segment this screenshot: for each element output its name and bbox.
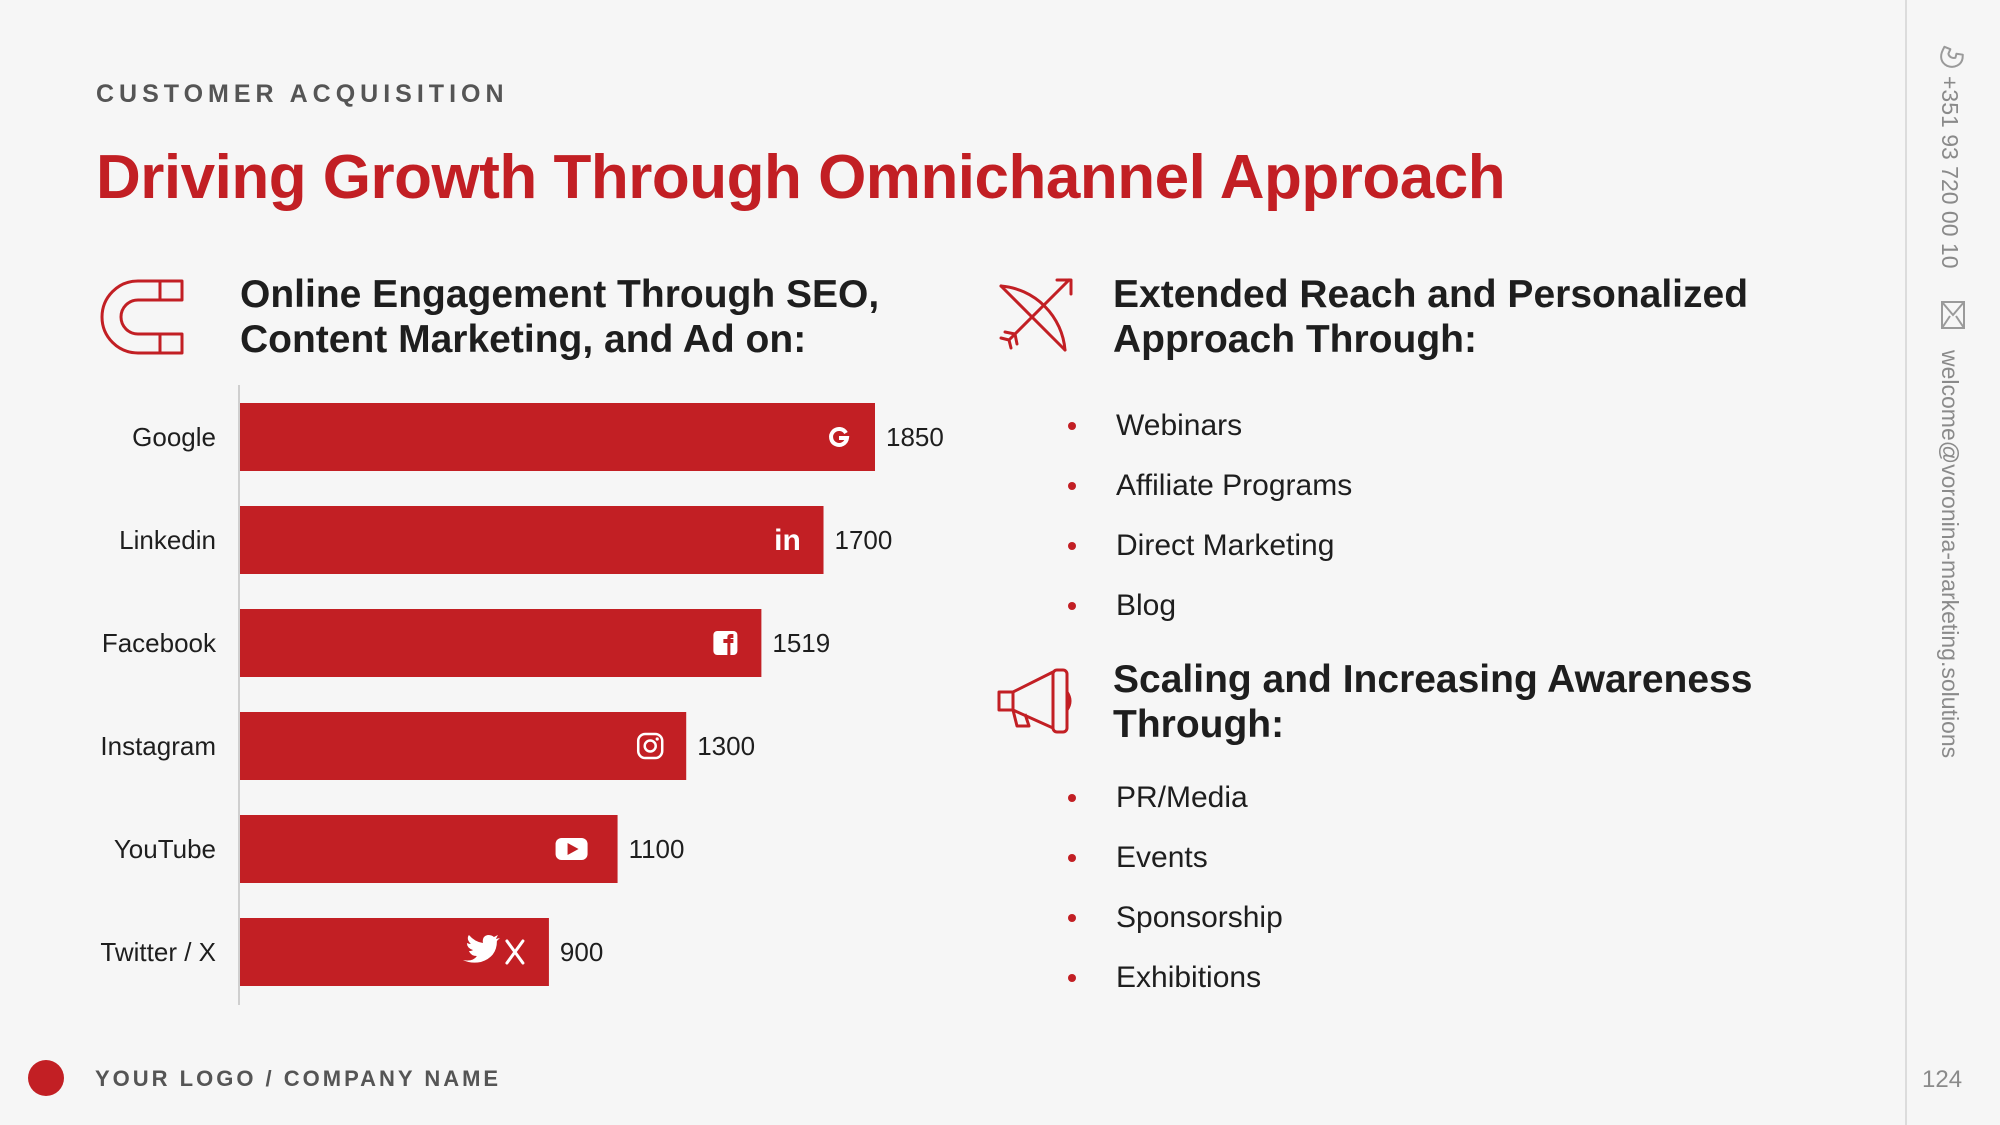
phone-number[interactable]: +351 93 720 00 10: [1937, 76, 1963, 269]
list-item-label: PR/Media: [1116, 781, 1248, 814]
list-item: Affiliate Programs: [1068, 466, 1352, 526]
list-item: Sponsorship: [1068, 898, 1283, 958]
chart-heading-line2: Content Marketing, and Ad on:: [240, 318, 807, 361]
list-item-label: Webinars: [1116, 409, 1243, 442]
chart-bar: [240, 918, 549, 986]
list-item-label: Blog: [1116, 589, 1177, 622]
bullet-dot: [1068, 974, 1076, 982]
eyebrow-label: CUSTOMER ACQUISITION: [96, 80, 509, 108]
magnet-icon: [100, 279, 184, 355]
value-label: 1519: [772, 628, 830, 658]
chart-bar: [240, 506, 824, 574]
email-address[interactable]: welcome@voronina-marketing.solutions: [1937, 350, 1963, 759]
value-label: 1850: [886, 422, 944, 452]
reach-heading: Extended Reach and Personalized Approach…: [1113, 272, 1748, 362]
bullet-dot: [1068, 914, 1076, 922]
chart-heading: Online Engagement Through SEO, Content M…: [240, 272, 879, 362]
list-item-label: Events: [1116, 841, 1208, 874]
svg-text:in: in: [774, 524, 801, 557]
facebook-icon: [713, 631, 738, 655]
category-label: Twitter / X: [100, 937, 216, 967]
phone-icon: [1940, 45, 1964, 68]
category-label: Instagram: [100, 731, 216, 761]
youtube-icon: [555, 838, 588, 860]
chart-bar: [240, 712, 687, 780]
awareness-list: PR/Media Events Sponsorship Exhibitions: [1068, 778, 1283, 1018]
bullet-dot: [1068, 854, 1076, 862]
category-label: Linkedin: [119, 525, 216, 555]
bar-chart: Google 1850 Linkedin 1700 in Facebook 1519 Inst…: [100, 385, 944, 1005]
list-item-label: Exhibitions: [1116, 961, 1262, 994]
chart-bar: [240, 609, 762, 677]
awareness-heading-line2: Through:: [1113, 703, 1285, 746]
page-number: 124: [1922, 1066, 1963, 1093]
value-label: 1300: [697, 731, 755, 761]
list-item: Exhibitions: [1068, 958, 1283, 1018]
category-label: YouTube: [114, 834, 216, 864]
list-item: Direct Marketing: [1068, 526, 1352, 586]
google-icon: [829, 427, 850, 447]
chart-bar: [240, 815, 618, 883]
list-item: Blog: [1068, 586, 1352, 646]
company-name: YOUR LOGO / COMPANY NAME: [95, 1066, 502, 1091]
awareness-heading: Scaling and Increasing Awareness Through…: [1113, 657, 1752, 747]
sidebar-divider: [1905, 0, 1907, 1125]
logo-mark: [28, 1060, 64, 1096]
chart-heading-line1: Online Engagement Through SEO,: [240, 273, 880, 316]
bullet-dot: [1068, 422, 1076, 430]
list-item: Webinars: [1068, 406, 1352, 466]
category-label: Facebook: [102, 628, 217, 658]
list-item-label: Direct Marketing: [1116, 529, 1335, 562]
list-item-label: Affiliate Programs: [1116, 469, 1353, 502]
reach-heading-line2: Approach Through:: [1113, 318, 1477, 361]
list-item-label: Sponsorship: [1116, 901, 1283, 934]
bullet-dot: [1068, 542, 1076, 550]
reach-heading-line1: Extended Reach and Personalized: [1113, 273, 1749, 316]
list-item: PR/Media: [1068, 778, 1283, 838]
reach-list: Webinars Affiliate Programs Direct Marke…: [1068, 406, 1352, 646]
value-label: 1700: [835, 525, 893, 555]
value-label: 900: [560, 937, 603, 967]
value-label: 1100: [629, 834, 685, 864]
megaphone-icon: [997, 668, 1072, 734]
category-label: Google: [132, 422, 216, 452]
bullet-dot: [1068, 794, 1076, 802]
linkedin-icon: in: [774, 524, 801, 557]
instagram-icon: [636, 732, 664, 760]
awareness-heading-line1: Scaling and Increasing Awareness: [1113, 658, 1753, 701]
list-item: Events: [1068, 838, 1283, 898]
bullet-dot: [1068, 602, 1076, 610]
page-title: Driving Growth Through Omnichannel Appro…: [96, 143, 1506, 212]
mail-icon: [1941, 301, 1965, 329]
bow-arrow-icon: [999, 278, 1073, 352]
bullet-dot: [1068, 482, 1076, 490]
chart-bar: [240, 403, 875, 471]
twitter-x-icon: [462, 935, 525, 965]
